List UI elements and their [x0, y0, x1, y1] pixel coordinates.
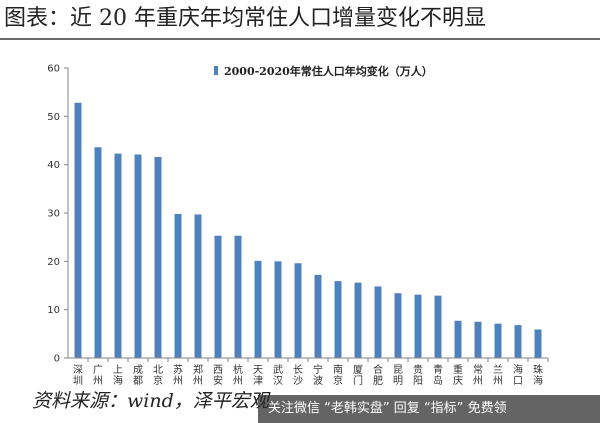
x-tick-label: 宁波 — [313, 363, 323, 387]
x-tick-label: 南京 — [333, 363, 343, 387]
bar — [134, 154, 142, 358]
bar — [174, 213, 182, 358]
legend: 2000-2020年常住人口年均变化（万人） — [214, 64, 433, 78]
bar — [314, 274, 322, 358]
watermark-bar[interactable]: 关注微信 “老韩实盘” 回复 “指标” 免费领 — [258, 395, 600, 423]
x-tick-label: 重庆 — [453, 363, 463, 387]
watermark-text-4: “指标” — [423, 401, 464, 416]
bar — [514, 325, 522, 358]
x-tick-label: 广州 — [93, 364, 103, 387]
x-tick-label: 合肥 — [373, 363, 383, 387]
bar — [454, 320, 462, 358]
x-axis: 深圳广州上海成都北京苏州郑州西安杭州天津武汉长沙宁波南京厦门合肥昆明贵阳青岛重庆… — [68, 357, 549, 387]
bar — [234, 235, 242, 358]
y-tick-label: 30 — [47, 209, 60, 220]
bar — [254, 260, 262, 358]
bar — [214, 235, 222, 358]
bar — [354, 282, 362, 358]
y-tick-label: 40 — [47, 160, 60, 171]
watermark-text-3: 回复 — [393, 401, 420, 416]
x-tick-label: 贵阳 — [413, 363, 423, 387]
x-tick-label: 厦门 — [353, 364, 363, 387]
x-tick-label: 苏州 — [173, 363, 183, 387]
x-tick-label: 上海 — [113, 364, 123, 387]
y-tick-label: 20 — [47, 257, 60, 268]
x-tick-label: 杭州 — [233, 363, 243, 387]
y-tick-label: 50 — [47, 112, 60, 123]
source-note: 资料来源：wind，泽平宏观 — [32, 390, 269, 412]
x-tick-label: 成都 — [133, 364, 143, 387]
x-tick-label: 长沙 — [293, 364, 303, 387]
x-tick-label: 青岛 — [433, 363, 443, 387]
bar — [534, 329, 542, 358]
bar — [394, 293, 402, 358]
bar-chart: 0 10 20 30 40 50 60 深圳广州上海成都北京苏州郑州西安杭州天津武汉长沙宁波… — [47, 64, 549, 387]
x-tick-label: 珠海 — [533, 363, 543, 387]
y-tick-label: 10 — [47, 305, 60, 316]
y-tick-label: 0 — [54, 354, 60, 365]
bar — [374, 286, 382, 358]
x-tick-label: 天津 — [253, 365, 263, 387]
watermark-text-5: 免费领 — [467, 401, 507, 416]
x-tick-label: 武汉 — [273, 363, 283, 387]
x-tick-label: 兰州 — [493, 363, 503, 387]
bar — [154, 156, 162, 358]
x-tick-label: 常州 — [473, 363, 483, 387]
x-tick-label: 北京 — [153, 364, 163, 387]
bar — [414, 294, 422, 358]
bar — [494, 323, 502, 358]
bar — [194, 214, 202, 358]
bar-series — [74, 102, 542, 358]
x-tick-label: 海口 — [513, 363, 523, 387]
heading-divider — [0, 38, 600, 40]
legend-label: 2000-2020年常住人口年均变化（万人） — [224, 64, 433, 78]
x-tick-label: 西安 — [213, 365, 223, 387]
bar — [74, 102, 82, 358]
chart-heading: 图表：近 20 年重庆年均常住人口增量变化不明显 — [4, 6, 486, 31]
watermark-text-2: “老韩实盘” — [324, 401, 390, 416]
y-tick-label: 60 — [47, 64, 60, 75]
y-axis: 0 10 20 30 40 50 60 — [47, 64, 69, 365]
bar — [434, 295, 442, 358]
x-tick-label: 深圳 — [73, 364, 83, 387]
bar — [94, 147, 102, 358]
x-tick-label: 郑州 — [193, 363, 203, 387]
bar — [274, 261, 282, 358]
x-tick-label: 昆明 — [393, 364, 403, 387]
bar — [114, 153, 122, 358]
bar — [294, 263, 302, 358]
bar — [334, 281, 342, 358]
legend-swatch — [214, 66, 218, 75]
bar — [474, 321, 482, 358]
watermark-text-1: 关注微信 — [268, 401, 321, 416]
